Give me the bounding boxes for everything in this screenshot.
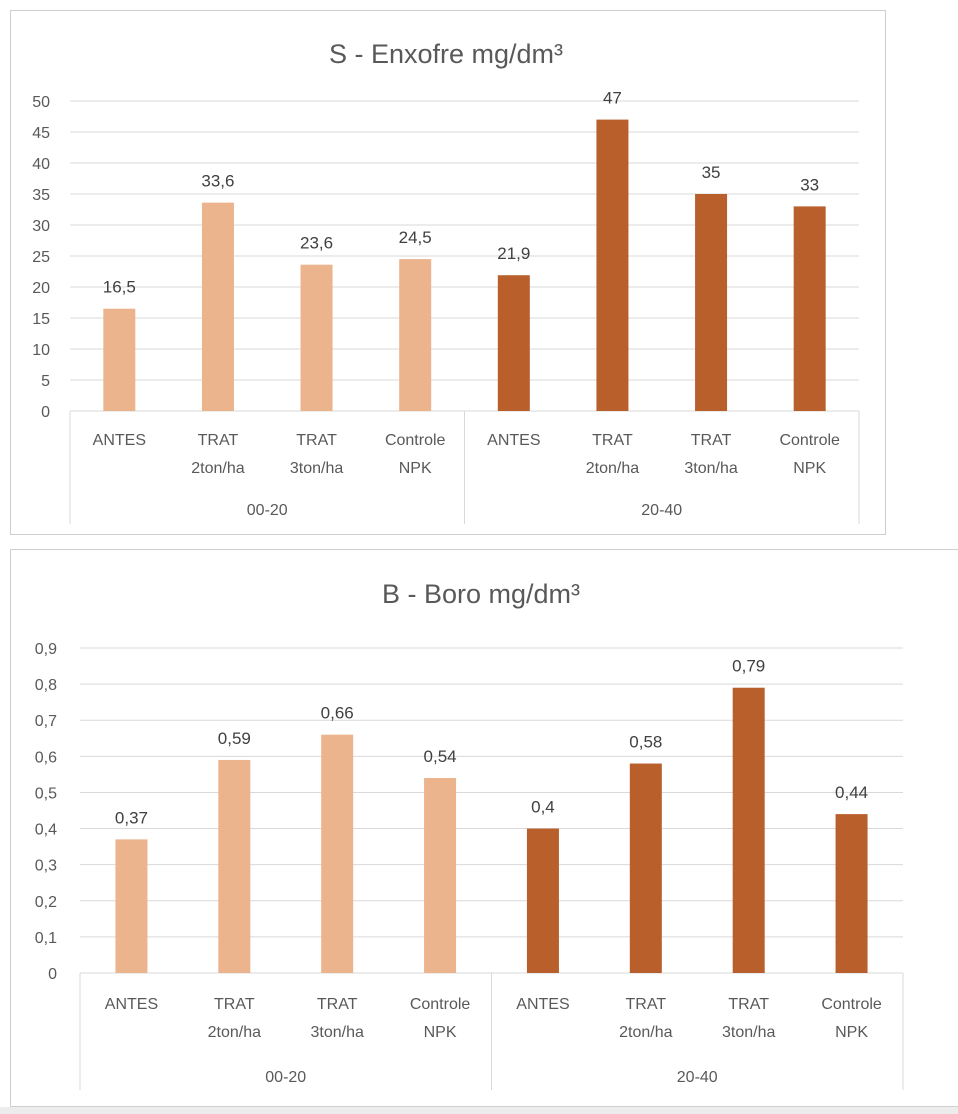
sulfur-group-label: 00-20 <box>247 502 288 519</box>
boron-chart-title: B - Boro mg/dm³ <box>382 579 580 609</box>
sulfur-category-label: Controle <box>385 432 446 449</box>
boron-bar <box>629 763 662 973</box>
boron-data-label: 0,79 <box>732 657 765 676</box>
boron-bar <box>321 734 354 973</box>
boron-category-label: Controle <box>821 996 882 1013</box>
sulfur-bar <box>596 119 629 411</box>
sulfur-bar <box>103 308 136 411</box>
boron-y-tick-label: 0,4 <box>35 822 57 839</box>
boron-category-label: NPK <box>424 1024 457 1041</box>
sulfur-bar <box>300 264 333 411</box>
sulfur-category-label: TRAT <box>592 432 633 449</box>
sulfur-y-tick-label: 35 <box>32 187 50 204</box>
boron-y-tick-label: 0,7 <box>35 713 57 730</box>
boron-y-tick-label: 0,9 <box>35 641 57 658</box>
boron-y-tick-label: 0 <box>48 966 57 983</box>
bottom-shadow <box>0 1107 958 1114</box>
sulfur-y-tick-label: 0 <box>41 404 50 421</box>
boron-chart-panel: B - Boro mg/dm³ 0 0,1 0,2 0,3 0,4 0,5 0,6 0,7 0,8… <box>10 549 958 1107</box>
sulfur-bar <box>793 206 826 411</box>
boron-data-label: 0,37 <box>115 808 148 827</box>
boron-category-label: Controle <box>410 996 471 1013</box>
boron-bar <box>218 759 251 973</box>
sulfur-category-label: 2ton/ha <box>191 460 244 477</box>
boron-category-label: 2ton/ha <box>208 1024 261 1041</box>
sulfur-group-label: 20-40 <box>641 502 682 519</box>
boron-category-label: NPK <box>835 1024 868 1041</box>
sulfur-chart-title: S - Enxofre mg/dm³ <box>329 39 563 69</box>
sulfur-chart-svg: S - Enxofre mg/dm³ 0 5 10 15 20 25 30 35 40 45 50 16… <box>32 39 860 524</box>
sulfur-category-label: ANTES <box>487 432 540 449</box>
boron-y-tick-label: 0,2 <box>35 894 57 911</box>
sulfur-category-label: 2ton/ha <box>586 460 639 477</box>
boron-data-label: 0,54 <box>424 747 457 766</box>
sulfur-bar <box>497 275 530 411</box>
sulfur-data-label: 35 <box>702 163 721 182</box>
sulfur-category-label: TRAT <box>296 432 337 449</box>
sulfur-category-label: Controle <box>779 432 840 449</box>
sulfur-bar <box>399 259 432 411</box>
sulfur-data-label: 24,5 <box>399 228 432 247</box>
sulfur-y-tick-label: 40 <box>32 156 50 173</box>
sulfur-data-label: 16,5 <box>103 278 136 297</box>
sulfur-y-tick-label: 45 <box>32 125 50 142</box>
boron-group-label: 00-20 <box>265 1069 306 1086</box>
boron-bar <box>115 839 148 973</box>
boron-category-label: TRAT <box>317 996 358 1013</box>
boron-data-label: 0,58 <box>629 733 662 752</box>
sulfur-data-label: 21,9 <box>497 244 530 263</box>
sulfur-category-label: 3ton/ha <box>684 460 737 477</box>
sulfur-data-label: 33 <box>800 175 819 194</box>
boron-y-tick-label: 0,5 <box>35 785 57 802</box>
boron-bar <box>526 828 559 973</box>
sulfur-bar <box>695 194 728 411</box>
boron-data-label: 0,59 <box>218 729 251 748</box>
sulfur-category-label: 3ton/ha <box>290 460 343 477</box>
boron-category-label: TRAT <box>626 996 667 1013</box>
sulfur-category-label: NPK <box>793 460 826 477</box>
boron-chart-svg: B - Boro mg/dm³ 0 0,1 0,2 0,3 0,4 0,5 0,6 0,7 0,8… <box>35 579 904 1090</box>
sulfur-data-label: 23,6 <box>300 234 333 253</box>
boron-bar <box>424 778 457 973</box>
boron-y-tick-label: 0,8 <box>35 677 57 694</box>
boron-group-label: 20-40 <box>677 1069 718 1086</box>
boron-y-tick-label: 0,1 <box>35 930 57 947</box>
boron-y-tick-label: 0,6 <box>35 749 57 766</box>
boron-category-label: TRAT <box>728 996 769 1013</box>
boron-category-label: 3ton/ha <box>310 1024 363 1041</box>
sulfur-y-tick-label: 25 <box>32 249 50 266</box>
boron-bar <box>835 814 868 973</box>
boron-data-label: 0,66 <box>321 704 354 723</box>
sulfur-y-tick-label: 50 <box>32 94 50 111</box>
sulfur-category-label: ANTES <box>93 432 146 449</box>
sulfur-y-tick-label: 30 <box>32 218 50 235</box>
boron-data-label: 0,4 <box>531 798 555 817</box>
sulfur-y-tick-label: 15 <box>32 311 50 328</box>
sulfur-y-tick-label: 20 <box>32 280 50 297</box>
sulfur-chart-panel: S - Enxofre mg/dm³ 0 5 10 15 20 25 30 35 40 45 50 16… <box>10 10 886 535</box>
boron-category-label: ANTES <box>516 996 569 1013</box>
sulfur-bar <box>201 202 234 411</box>
boron-bar <box>732 687 765 973</box>
boron-category-label: 3ton/ha <box>722 1024 775 1041</box>
boron-data-label: 0,44 <box>835 783 868 802</box>
sulfur-y-tick-label: 10 <box>32 342 50 359</box>
sulfur-category-label: TRAT <box>691 432 732 449</box>
boron-category-label: TRAT <box>214 996 255 1013</box>
boron-y-tick-label: 0,3 <box>35 858 57 875</box>
boron-category-label: 2ton/ha <box>619 1024 672 1041</box>
boron-category-label: ANTES <box>105 996 158 1013</box>
sulfur-category-label: TRAT <box>198 432 239 449</box>
sulfur-data-label: 33,6 <box>201 172 234 191</box>
sulfur-category-label: NPK <box>399 460 432 477</box>
sulfur-data-label: 47 <box>603 89 622 108</box>
sulfur-y-tick-label: 5 <box>41 373 50 390</box>
